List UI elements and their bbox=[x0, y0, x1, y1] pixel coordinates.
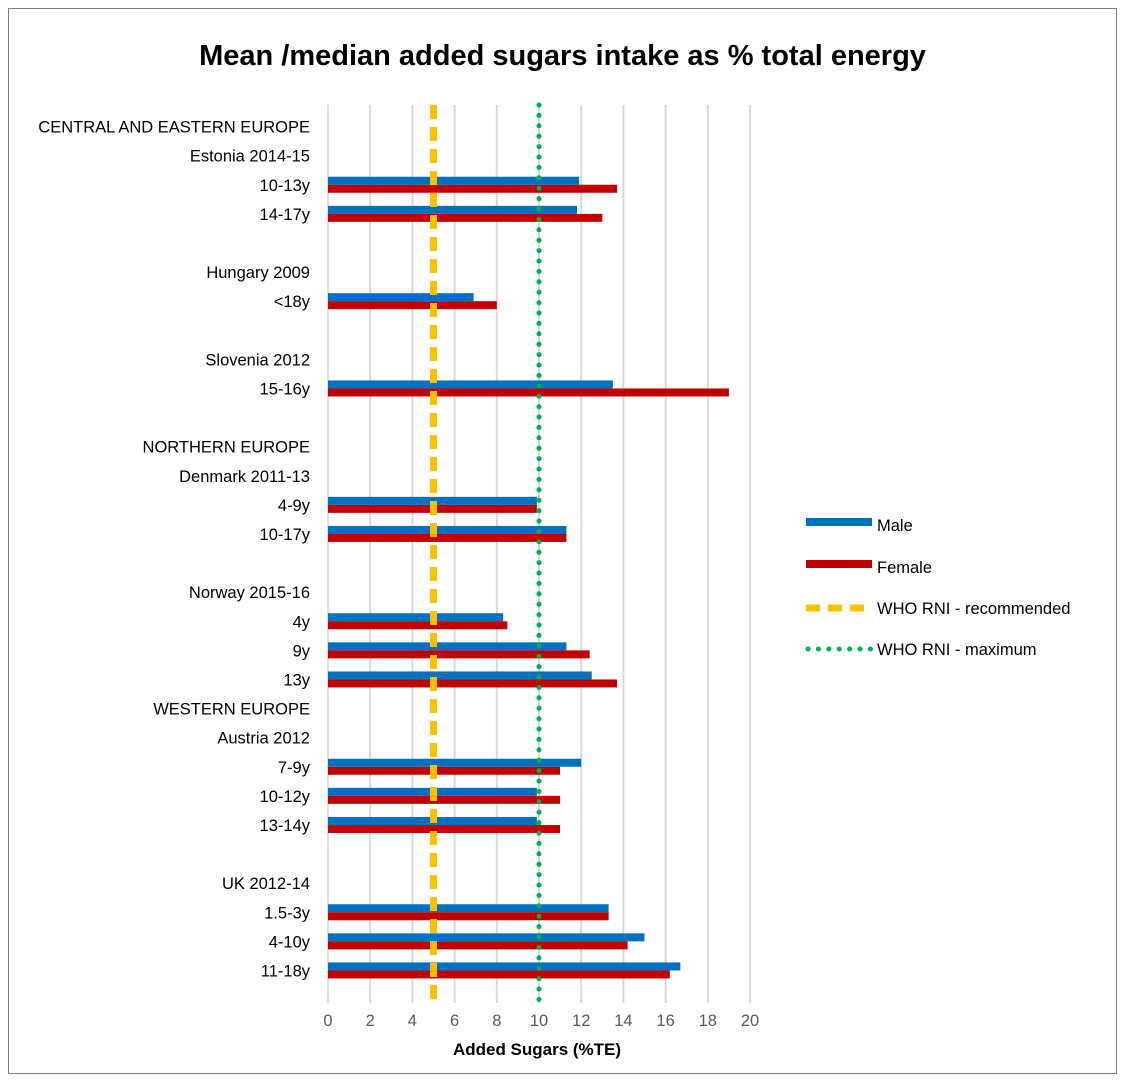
bar-female bbox=[328, 533, 567, 542]
x-tick-label: 18 bbox=[699, 1012, 717, 1030]
legend-item: Female bbox=[806, 559, 932, 577]
category-label: Austria 2012 bbox=[217, 730, 310, 748]
bar-female bbox=[328, 388, 729, 397]
x-tick-label: 4 bbox=[408, 1012, 417, 1030]
category-label: WESTERN EUROPE bbox=[153, 701, 310, 719]
bar-male bbox=[328, 176, 580, 185]
category-label: Norway 2015-16 bbox=[189, 584, 310, 602]
x-tick-label: 6 bbox=[450, 1012, 459, 1030]
bar-female bbox=[328, 970, 670, 979]
x-tick-label: 10 bbox=[530, 1012, 548, 1030]
bars bbox=[328, 176, 729, 979]
legend-label: Female bbox=[877, 559, 932, 577]
category-label: 13-14y bbox=[260, 817, 311, 835]
bar-male bbox=[328, 933, 645, 942]
x-tick-label: 2 bbox=[366, 1012, 375, 1030]
category-label: CENTRAL AND EASTERN EUROPE bbox=[38, 119, 310, 137]
category-label: Denmark 2011-13 bbox=[179, 468, 310, 486]
bar-female bbox=[328, 795, 561, 804]
bar-male bbox=[328, 613, 504, 622]
bar-male bbox=[328, 671, 592, 680]
bar-male bbox=[328, 758, 582, 767]
legend-swatch bbox=[806, 560, 872, 568]
category-label: NORTHERN EUROPE bbox=[143, 439, 310, 457]
category-labels: CENTRAL AND EASTERN EUROPE Estonia 2014-1… bbox=[38, 119, 310, 981]
x-axis-label: Added Sugars (%TE) bbox=[453, 1040, 621, 1059]
bar-male bbox=[328, 904, 609, 913]
category-label: UK 2012-14 bbox=[222, 875, 310, 893]
bar-male bbox=[328, 293, 474, 302]
legend-swatch bbox=[806, 518, 872, 526]
bar-female bbox=[328, 912, 609, 921]
bar-female bbox=[328, 301, 497, 310]
category-label: 4-10y bbox=[269, 933, 311, 951]
category-label: 9y bbox=[293, 642, 311, 660]
category-label: 7-9y bbox=[278, 759, 311, 777]
bar-male bbox=[328, 962, 681, 971]
x-tick-label: 0 bbox=[323, 1012, 332, 1030]
category-label: 11-18y bbox=[261, 962, 311, 980]
category-label: 4y bbox=[293, 613, 311, 631]
bar-female bbox=[328, 941, 628, 950]
gridlines bbox=[327, 105, 751, 1003]
x-tick-label: 20 bbox=[741, 1012, 759, 1030]
x-tick-label: 8 bbox=[492, 1012, 501, 1030]
bar-female bbox=[328, 621, 508, 630]
x-tick-label: 14 bbox=[614, 1012, 632, 1030]
category-label: 4-9y bbox=[278, 497, 311, 515]
category-label: 10-12y bbox=[260, 788, 311, 806]
bar-female bbox=[328, 184, 618, 193]
x-tick-label: 16 bbox=[656, 1012, 674, 1030]
legend: Male Female WHO RNI - recommended WHO RNI -… bbox=[805, 517, 1070, 659]
bar-female bbox=[328, 824, 561, 833]
category-label: 14-17y bbox=[260, 206, 311, 224]
category-label: Hungary 2009 bbox=[206, 264, 310, 282]
bar-female bbox=[328, 766, 561, 775]
category-label: Estonia 2014-15 bbox=[190, 148, 310, 166]
bar-female bbox=[328, 213, 603, 222]
x-tick-labels: 0 2 4 6 8 10 12 14 16 18 20 bbox=[323, 1012, 759, 1030]
legend-label: WHO RNI - maximum bbox=[877, 641, 1037, 659]
bar-male bbox=[328, 496, 537, 505]
category-label: 1.5-3y bbox=[264, 904, 311, 922]
bar-female bbox=[328, 650, 590, 659]
x-tick-label: 12 bbox=[572, 1012, 590, 1030]
legend-label: WHO RNI - recommended bbox=[877, 600, 1070, 618]
category-label: 15-16y bbox=[260, 380, 311, 398]
reference-lines bbox=[430, 102, 542, 1006]
category-label: 10-17y bbox=[260, 526, 311, 544]
chart-title: Mean /median added sugars intake as % to… bbox=[199, 40, 926, 72]
bar-male bbox=[328, 642, 567, 651]
category-label: <18y bbox=[274, 293, 311, 311]
bar-male bbox=[328, 525, 567, 534]
legend-label: Male bbox=[877, 517, 913, 535]
category-label: 13y bbox=[283, 671, 310, 689]
legend-item: WHO RNI - recommended bbox=[806, 600, 1070, 618]
bar-male bbox=[328, 205, 577, 214]
legend-item: Male bbox=[806, 517, 913, 535]
category-label: 10-13y bbox=[260, 177, 311, 195]
legend-item: WHO RNI - maximum bbox=[805, 641, 1037, 659]
category-label: Slovenia 2012 bbox=[205, 351, 310, 369]
bar-male bbox=[328, 380, 613, 389]
bar-female bbox=[328, 679, 618, 688]
